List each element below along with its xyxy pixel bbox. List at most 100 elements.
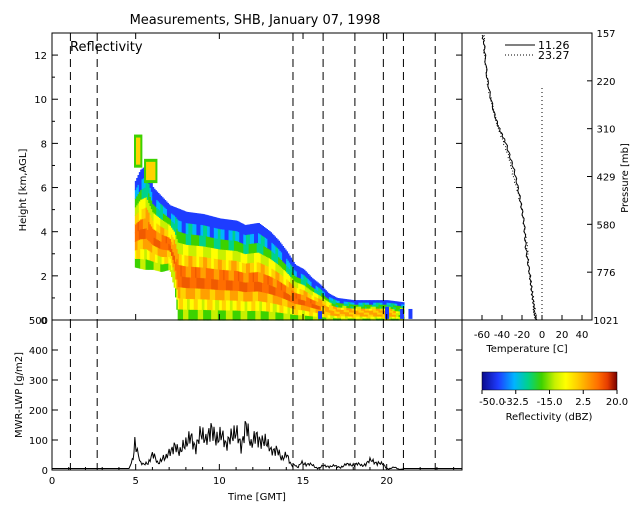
reflectivity-cell xyxy=(296,292,299,299)
reflectivity-cell xyxy=(180,275,183,288)
reflectivity-cell xyxy=(300,294,303,300)
reflectivity-cell xyxy=(306,286,309,293)
reflectivity-cell xyxy=(197,266,200,278)
reflectivity-cell xyxy=(229,259,232,271)
reflectivity-cell xyxy=(359,316,362,319)
reflectivity-cell xyxy=(141,208,144,220)
reflectivity-cell xyxy=(172,266,175,275)
reflectivity-cell xyxy=(154,238,157,247)
reflectivity-cell xyxy=(237,300,240,311)
reflectivity-cell xyxy=(140,179,143,190)
reflectivity-cell xyxy=(358,308,361,311)
reflectivity-cell xyxy=(327,298,330,302)
reflectivity-cell xyxy=(157,231,160,241)
reflectivity-cell xyxy=(282,260,285,269)
reflectivity-cell xyxy=(351,313,354,317)
reflectivity-cell xyxy=(390,304,393,308)
reflectivity-cell xyxy=(288,281,291,289)
reflectivity-cell xyxy=(166,256,169,264)
reflectivity-cell xyxy=(165,263,168,271)
reflectivity-cell xyxy=(394,310,397,314)
reflectivity-cell xyxy=(351,307,354,311)
reflectivity-cell xyxy=(224,309,227,321)
reflectivity-cell xyxy=(251,271,254,283)
reflectivity-cell xyxy=(162,220,165,229)
reflectivity-cell xyxy=(217,258,220,270)
reflectivity-cell xyxy=(361,318,364,321)
pressure-tick-label: 776 xyxy=(596,268,615,279)
reflectivity-cell xyxy=(397,305,400,308)
reflectivity-cell xyxy=(331,297,334,301)
x-tick-label: 20 xyxy=(556,330,569,341)
reflectivity-cell xyxy=(343,307,346,311)
reflectivity-cell xyxy=(239,251,242,262)
reflectivity-cell xyxy=(161,197,164,206)
reflectivity-cell xyxy=(315,296,318,302)
reflectivity-cell xyxy=(338,309,341,312)
reflectivity-cell xyxy=(232,310,235,321)
reflectivity-cell xyxy=(160,241,163,250)
reflectivity-cell xyxy=(283,305,286,314)
reflectivity-cell xyxy=(207,215,210,227)
reflectivity-cell xyxy=(161,219,164,228)
reflectivity-cell xyxy=(187,276,189,289)
reflectivity-cell xyxy=(150,208,153,218)
reflectivity-cell xyxy=(168,223,171,231)
reflectivity-cell xyxy=(172,274,175,283)
reflectivity-cell xyxy=(200,213,203,225)
reflectivity-cell xyxy=(192,212,195,225)
reflectivity-cell xyxy=(192,277,195,289)
reflectivity-cell xyxy=(213,237,216,249)
x-tick-label: -20 xyxy=(514,330,530,341)
reflectivity-cell xyxy=(141,168,144,180)
reflectivity-cell xyxy=(343,313,346,317)
reflectivity-cell xyxy=(295,265,298,272)
reflectivity-cell xyxy=(331,302,334,306)
reflectivity-cell xyxy=(287,293,290,301)
reflectivity-cell xyxy=(295,292,298,299)
reflectivity-cell xyxy=(240,242,243,253)
reflectivity-cell xyxy=(399,305,402,308)
reflectivity-cell xyxy=(322,313,325,318)
reflectivity-cell xyxy=(276,247,279,257)
reflectivity-cell xyxy=(299,304,302,311)
reflectivity-cell xyxy=(144,248,147,260)
reflectivity-cell xyxy=(290,307,293,315)
reflectivity-cell xyxy=(203,256,206,268)
reflectivity-cell xyxy=(324,308,327,312)
reflectivity-cell xyxy=(256,242,259,253)
reflectivity-cell xyxy=(200,256,203,268)
reflectivity-cell xyxy=(338,313,341,317)
reflectivity-cell xyxy=(341,302,343,306)
reflectivity-cell xyxy=(150,225,153,236)
reflectivity-label: Reflectivity xyxy=(70,40,143,55)
reflectivity-cell xyxy=(212,278,215,290)
reflectivity-cell xyxy=(145,217,148,229)
reflectivity-cell xyxy=(237,290,240,301)
reflectivity-cell xyxy=(157,247,160,256)
reflectivity-cell xyxy=(239,241,242,253)
reflectivity-cell xyxy=(362,316,365,319)
reflectivity-cell xyxy=(244,272,247,283)
reflectivity-cell xyxy=(272,303,275,313)
reflectivity-cell xyxy=(272,243,275,253)
reflectivity-cell xyxy=(191,234,194,246)
reflectivity-cell xyxy=(377,304,380,307)
reflectivity-cell xyxy=(184,265,187,278)
reflectivity-cell xyxy=(200,277,203,289)
reflectivity-cell xyxy=(397,318,400,321)
reflectivity-cell xyxy=(229,229,232,241)
reflectivity-cell xyxy=(375,302,378,305)
x-tick-label: 0 xyxy=(49,476,55,487)
reflectivity-cell xyxy=(169,238,172,246)
legend-label-23-27: 23.27 xyxy=(538,49,570,62)
reflectivity-cell xyxy=(239,222,242,233)
reflectivity-cell xyxy=(393,300,396,304)
reflectivity-cell xyxy=(263,227,266,237)
reflectivity-cell xyxy=(247,272,250,283)
reflectivity-cell xyxy=(158,202,161,211)
reflectivity-cell xyxy=(205,277,208,290)
reflectivity-cell xyxy=(165,208,168,216)
reflectivity-cell xyxy=(335,304,338,308)
reflectivity-cell xyxy=(336,317,339,321)
